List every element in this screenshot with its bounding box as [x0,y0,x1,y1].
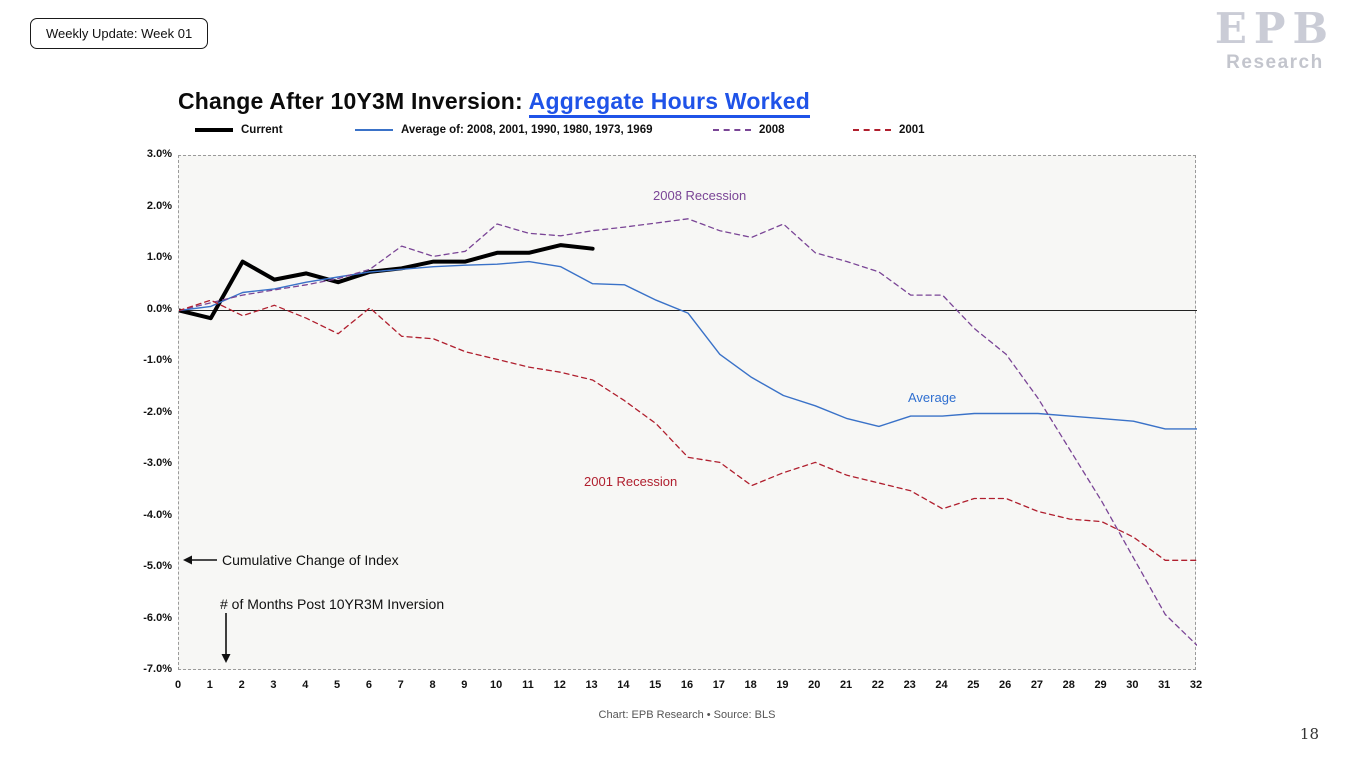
chart-title: Change After 10Y3M Inversion: Aggregate … [178,88,810,118]
x-axis-labels: 0 1 2 3 4 5 6 7 8 9 10 11 12 13 14 15 16 17 18 19 20 21 22 23 24… [175,679,1202,695]
x-axis-tick: 12 [553,679,566,691]
annotation-y-axis-note: Cumulative Change of Index [222,552,399,568]
x-axis-tick: 18 [744,679,757,691]
x-axis-tick: 4 [302,679,309,691]
legend-label-average: Average of: 2008, 2001, 1990, 1980, 1973… [401,124,653,136]
page-number: 18 [1299,725,1319,743]
x-axis-tick: 26 [999,679,1012,691]
legend-label-current: Current [241,124,283,136]
x-axis-tick: 27 [1030,679,1044,691]
x-axis-tick: 7 [397,679,404,691]
x-axis-tick: 22 [871,679,884,691]
annotation-2008-recession: 2008 Recession [653,188,747,203]
x-axis-tick: 32 [1189,679,1203,691]
x-axis-tick: 13 [585,679,598,691]
y-axis-labels: 3.0% 2.0% 1.0% 0.0% -1.0% -2.0% -3.0% -4.0% -5.0… [118,148,172,675]
x-axis-tick: 25 [967,679,980,691]
legend-item-2001: 2001 [853,124,925,136]
legend-label-2001: 2001 [899,124,925,136]
y-axis-tick: 3.0% [146,148,172,160]
x-axis-tick: 15 [649,679,662,691]
x-axis-tick: 20 [808,679,821,691]
x-axis-tick: 9 [461,679,468,691]
chart-legend: Current Average of: 2008, 2001, 1990, 19… [0,124,1369,142]
x-axis-tick: 3 [270,679,277,691]
series-2001 [179,299,1197,561]
y-axis-tick: -4.0% [143,508,172,521]
legend-item-average: Average of: 2008, 2001, 1990, 1980, 1973… [355,124,652,136]
x-axis-tick: 31 [1158,679,1171,691]
legend-label-2008: 2008 [759,124,785,136]
left-arrow-icon [183,555,217,565]
y-axis-tick: -7.0% [143,663,172,675]
x-axis-tick: 21 [839,679,853,691]
x-axis-tick: 10 [490,679,503,691]
y-axis-tick: -2.0% [143,405,172,418]
annotation-x-axis-note: # of Months Post 10YR3M Inversion [220,596,445,612]
y-axis-tick: -3.0% [143,457,172,469]
x-axis-tick: 5 [334,679,341,691]
x-axis-tick: 30 [1126,679,1139,691]
x-axis-tick: 0 [174,679,182,691]
y-axis-tick: -5.0% [143,560,172,572]
x-axis-tick: 16 [680,679,694,691]
plot-area [178,155,1197,670]
legend-item-current: Current [195,124,283,136]
x-axis-tick: 17 [712,679,725,691]
logo-subtitle: Research [1226,52,1324,73]
chart-canvas [179,218,1197,646]
series-2008 [179,218,1197,646]
legend-line-2001 [853,129,891,131]
series-current [179,243,595,321]
chart-title-link[interactable]: Aggregate Hours Worked [528,88,810,118]
x-axis-tick: 23 [903,679,916,691]
down-arrow-icon [221,613,231,663]
y-axis-tick: -6.0% [143,611,172,624]
chart-title-prefix: Change After 10Y3M Inversion: [178,88,529,114]
x-axis-tick: 14 [617,679,630,691]
legend-item-2008: 2008 [713,124,785,136]
x-axis-tick: 28 [1062,679,1075,691]
x-axis-tick: 2 [238,679,245,691]
annotation-average: Average [908,390,957,405]
logo-wordmark: EPB [1214,4,1335,53]
y-axis-tick: -1.0% [143,354,172,366]
x-axis-tick: 19 [776,679,789,691]
y-axis-tick: 2.0% [146,199,172,212]
x-axis-tick: 1 [206,679,213,691]
x-axis-tick: 8 [429,679,436,691]
legend-line-average [355,129,393,131]
x-axis-tick: 24 [935,679,948,691]
x-axis-tick: 11 [522,679,534,691]
x-axis-tick: 29 [1094,679,1107,691]
y-axis-tick: 0.0% [146,302,172,315]
epb-research-logo: EPB Research [1214,4,1335,73]
x-axis-tick: 6 [365,679,372,691]
y-axis-tick: 1.0% [146,251,172,263]
legend-line-current [195,128,233,132]
annotation-2001-recession: 2001 Recession [584,474,678,489]
legend-line-2008 [713,129,751,131]
chart-source-credit: Chart: EPB Research • Source: BLS [598,709,776,721]
series-average-of-2008-2001-1990-1980-1973-1969 [179,260,1197,430]
weekly-update-badge: Weekly Update: Week 01 [30,18,209,49]
